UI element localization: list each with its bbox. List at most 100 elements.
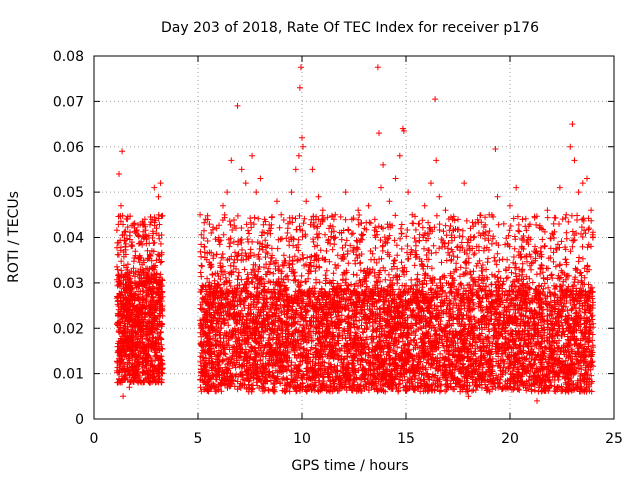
- data-point: [135, 365, 142, 372]
- data-point: [121, 320, 128, 327]
- data-point: [199, 263, 205, 270]
- data-point: [115, 303, 122, 309]
- data-point: [245, 227, 251, 234]
- data-point: [130, 265, 137, 272]
- data-point: [114, 263, 120, 270]
- data-point: [568, 212, 575, 219]
- data-point: [496, 257, 503, 264]
- data-point: [132, 273, 138, 280]
- data-point: [137, 288, 144, 295]
- data-point: [147, 219, 154, 225]
- data-point: [299, 233, 306, 240]
- data-point: [147, 253, 154, 260]
- data-point: [145, 371, 152, 378]
- data-point: [134, 356, 141, 363]
- data-point: [142, 223, 148, 230]
- data-point: [127, 312, 134, 319]
- data-point: [139, 345, 146, 352]
- data-point: [145, 337, 152, 344]
- data-point: [114, 244, 120, 251]
- data-point: [515, 227, 522, 234]
- data-point: [139, 363, 146, 370]
- data-point: [238, 225, 245, 231]
- data-point: [139, 308, 145, 314]
- data-point: [117, 377, 124, 384]
- data-point: [239, 246, 245, 253]
- data-point: [201, 219, 208, 226]
- data-point: [150, 373, 157, 380]
- data-point: [419, 224, 426, 231]
- data-point: [276, 224, 283, 231]
- data-point: [378, 224, 385, 231]
- data-point: [372, 245, 379, 251]
- data-point: [148, 358, 155, 365]
- data-point: [119, 232, 126, 238]
- data-point: [125, 318, 132, 325]
- data-point: [348, 231, 355, 238]
- data-point: [120, 346, 127, 353]
- data-point: [286, 254, 293, 261]
- data-point: [584, 244, 591, 251]
- data-point: [121, 368, 128, 375]
- data-point: [129, 293, 136, 300]
- data-point: [150, 248, 157, 255]
- data-point: [143, 331, 150, 338]
- data-point: [151, 345, 158, 352]
- data-point: [467, 271, 474, 278]
- data-point: [139, 296, 146, 303]
- data-point: [124, 261, 131, 268]
- data-point: [222, 274, 229, 281]
- data-point: [135, 335, 141, 342]
- data-point: [145, 286, 152, 293]
- data-point: [125, 326, 132, 333]
- data-point: [134, 340, 141, 347]
- data-point: [140, 234, 147, 241]
- data-point: [144, 336, 151, 343]
- data-point: [124, 216, 131, 223]
- data-point: [128, 348, 135, 355]
- data-point: [503, 275, 510, 282]
- data-point: [117, 218, 124, 225]
- data-point: [332, 261, 339, 268]
- data-point: [141, 349, 148, 356]
- data-point: [343, 237, 350, 244]
- data-point: [131, 220, 138, 227]
- data-point: [137, 272, 143, 279]
- data-point: [146, 240, 153, 247]
- data-point: [118, 258, 125, 265]
- data-point: [135, 221, 142, 228]
- data-point: [156, 221, 163, 228]
- data-point: [128, 243, 135, 250]
- data-point: [159, 212, 166, 219]
- data-point: [143, 311, 150, 318]
- data-point: [159, 303, 166, 309]
- data-point: [122, 228, 129, 235]
- data-point: [372, 224, 379, 231]
- data-point: [148, 276, 155, 283]
- data-point: [159, 288, 166, 295]
- data-point: [350, 230, 356, 237]
- data-point: [353, 272, 360, 279]
- data-point: [119, 294, 126, 301]
- data-point: [437, 350, 444, 357]
- data-point: [122, 314, 128, 321]
- data-point: [231, 217, 237, 223]
- data-point: [499, 256, 506, 263]
- data-point: [139, 339, 146, 345]
- data-point: [410, 220, 417, 227]
- data-point: [113, 227, 120, 234]
- data-point: [138, 320, 145, 327]
- data-point: [157, 329, 164, 336]
- data-point: [158, 232, 165, 238]
- data-point: [488, 240, 495, 247]
- data-point: [156, 286, 163, 293]
- data-point: [148, 320, 155, 327]
- data-point: [124, 298, 131, 305]
- data-point: [440, 228, 447, 235]
- data-point: [143, 367, 150, 374]
- data-point: [582, 230, 589, 237]
- data-point: [280, 252, 287, 259]
- data-point: [397, 235, 404, 242]
- data-point: [411, 262, 418, 269]
